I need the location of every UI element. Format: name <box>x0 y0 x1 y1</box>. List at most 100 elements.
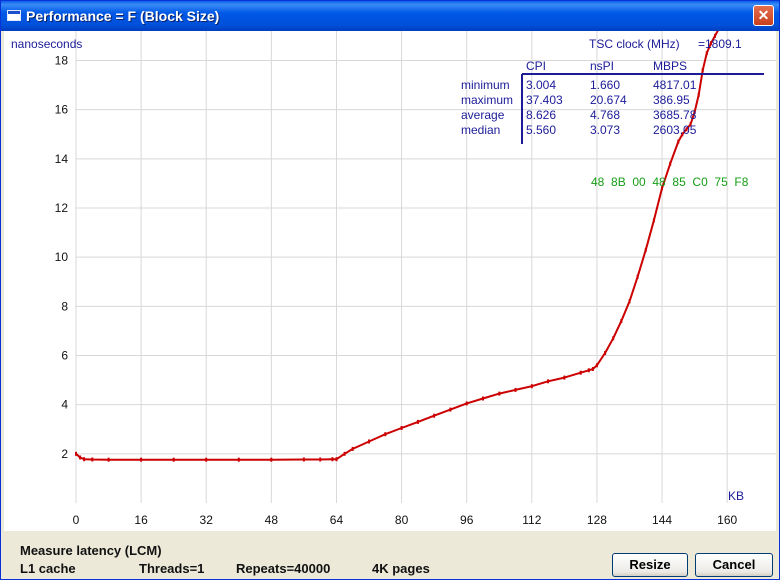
data-point <box>677 139 680 144</box>
data-point <box>587 368 590 373</box>
x-tick-label: 144 <box>652 513 672 527</box>
data-point <box>689 122 692 127</box>
data-point <box>400 426 403 430</box>
data-point <box>91 457 94 462</box>
title-bar[interactable]: Performance = F (Block Size) ✕ <box>1 1 779 31</box>
x-tick-label: 160 <box>717 513 737 527</box>
stats-cell: 4817.01 <box>653 78 697 92</box>
stats-cell: 386.95 <box>653 93 690 107</box>
data-point <box>205 457 208 462</box>
data-point <box>498 391 501 396</box>
data-point <box>83 457 86 462</box>
data-point <box>636 274 639 279</box>
y-tick-label: 18 <box>55 54 69 68</box>
data-point <box>331 457 334 462</box>
data-point <box>604 351 607 355</box>
stats-col-cpi: CPI <box>526 59 546 73</box>
close-button[interactable]: ✕ <box>753 5 774 26</box>
y-axis-label: nanoseconds <box>11 37 82 51</box>
y-tick-label: 12 <box>55 201 69 215</box>
data-point <box>709 41 712 46</box>
data-point <box>697 92 700 97</box>
stats-row-label: maximum <box>461 93 513 107</box>
y-tick-label: 14 <box>55 152 69 166</box>
data-point <box>416 419 419 424</box>
data-point <box>237 457 240 462</box>
series <box>75 31 719 462</box>
chart-canvas: 0 16 32 48 64 80 96 112 128 144 160 2 4 6 8 10 12 14 16 18… <box>11 31 776 527</box>
y-tick-label: 16 <box>55 103 69 117</box>
x-axis-label: KB <box>728 489 744 503</box>
data-point <box>669 161 672 166</box>
y-tick-label: 10 <box>55 250 69 264</box>
data-point <box>579 370 582 375</box>
stats-cell: 37.403 <box>526 93 563 107</box>
stats-col-nspi: nsPI <box>590 59 614 73</box>
repeat-count: Repeats=40000 <box>236 561 331 576</box>
data-point <box>302 457 305 462</box>
data-point <box>140 457 143 462</box>
data-point <box>652 218 655 223</box>
stats-cell: 20.674 <box>590 93 627 107</box>
data-point <box>319 457 322 462</box>
x-tick-label: 112 <box>522 513 541 527</box>
data-point <box>514 387 517 392</box>
y-tick-labels: 2 4 6 8 10 12 14 16 18 <box>55 54 69 461</box>
data-point <box>530 384 533 389</box>
data-point <box>628 299 631 304</box>
x-tick-label: 0 <box>73 513 80 527</box>
stats-cell: 8.626 <box>526 108 556 122</box>
stats-row-label: minimum <box>461 78 510 92</box>
data-point <box>547 379 550 384</box>
data-point <box>433 413 436 418</box>
data-point <box>75 451 77 456</box>
data-point <box>465 401 468 406</box>
x-tick-label: 32 <box>200 513 214 527</box>
data-point <box>335 457 338 462</box>
thread-count: Threads=1 <box>139 561 205 576</box>
grid <box>75 31 776 503</box>
data-point <box>705 51 708 56</box>
data-point <box>563 375 566 380</box>
data-point <box>714 33 716 38</box>
stats-cell: 3.073 <box>590 123 620 137</box>
data-point <box>107 457 110 462</box>
data-point <box>270 457 273 462</box>
resize-button[interactable]: Resize <box>612 553 688 577</box>
data-point <box>661 186 663 191</box>
data-point <box>685 127 688 132</box>
x-tick-label: 128 <box>587 513 607 527</box>
cancel-button[interactable]: Cancel <box>695 553 773 577</box>
data-point <box>595 363 598 368</box>
stats-row-label: average <box>461 108 505 122</box>
tsc-clock-value: =1809.1 <box>698 37 742 51</box>
y-tick-label: 6 <box>61 349 68 363</box>
measure-mode: Measure latency (LCM) <box>20 543 162 558</box>
cache-level: L1 cache <box>20 561 76 576</box>
data-point <box>482 396 484 401</box>
tsc-clock-label: TSC clock (MHz) <box>589 37 680 51</box>
y-tick-label: 8 <box>61 299 68 313</box>
stats-cell: 3685.78 <box>653 108 697 122</box>
x-tick-label: 80 <box>395 513 409 527</box>
x-tick-labels: 0 16 32 48 64 80 96 112 128 144 160 <box>73 513 738 527</box>
stats-cell: 4.768 <box>590 108 620 122</box>
stats-cell: 2603.05 <box>653 123 697 137</box>
y-tick-label: 2 <box>61 447 68 461</box>
data-point <box>351 446 354 451</box>
data-point <box>620 319 623 324</box>
latency-chart: 0 16 32 48 64 80 96 112 128 144 160 2 4 6 8 10 12 14 16 18… <box>4 31 776 531</box>
stats-cell: 3.004 <box>526 78 556 92</box>
stats-cell: 5.560 <box>526 123 556 137</box>
stats-panel: TSC clock (MHz) =1809.1 CPI nsPI MBPS mi… <box>461 37 764 189</box>
data-point <box>701 68 704 73</box>
data-point <box>172 457 175 462</box>
stats-row-label: median <box>461 123 500 137</box>
opcode-bytes: 48 8B 00 48 85 C0 75 F8 <box>591 175 749 189</box>
x-tick-label: 96 <box>460 513 474 527</box>
page-size: 4K pages <box>372 561 430 576</box>
data-point <box>79 455 82 460</box>
data-point <box>693 110 696 115</box>
data-point <box>384 432 387 437</box>
